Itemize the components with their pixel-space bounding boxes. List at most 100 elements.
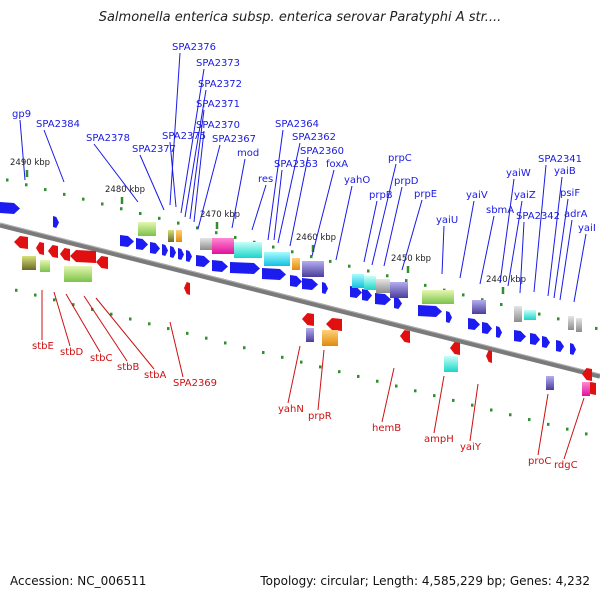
forward-label-leader [273,169,283,241]
tick-mark-bottom [338,370,341,374]
forward-label-leader [43,129,65,183]
forward-gene-label: prpC [388,153,412,164]
tick-mark-bottom [262,351,265,355]
tick-mark-top [120,207,123,211]
reverse-gene-label: ampH [424,434,454,445]
reverse-gene-arrow [14,236,28,249]
reverse-gene-label: stbE [32,341,54,352]
feature-box [212,238,234,254]
tick-mark-bottom [471,403,474,407]
forward-label-leader [19,119,26,181]
tick-mark-top [557,317,560,321]
forward-gene-arrow [53,216,59,228]
tick-mark-bottom [300,360,303,364]
forward-gene-arrow [350,286,362,298]
forward-gene-arrow [150,242,160,254]
tick-mark-bottom [357,374,360,378]
feature-box [582,382,590,396]
reverse-gene-label: yaiY [460,442,482,453]
position-marker-label: 2490 kbp [10,158,50,168]
reverse-gene-arrow [450,342,460,355]
forward-gene-label: prpD [394,176,419,187]
forward-label-leader [383,186,403,267]
tick-mark-top [538,312,541,316]
forward-label-leader [231,158,246,229]
forward-gene-arrow [362,289,372,301]
tick-mark-top [424,283,427,287]
tick-mark-bottom [585,432,588,436]
forward-label-leader [93,143,139,203]
forward-gene-label: SPA2342 [516,211,560,222]
tick-mark-bottom [148,322,151,326]
forward-label-leader [180,68,205,214]
forward-gene-label: yaiU [436,215,458,226]
forward-label-leader [401,199,423,271]
tick-mark-bottom [452,398,455,402]
forward-gene-label: SPA2364 [275,119,319,130]
tick-mark-bottom [414,389,417,393]
tick-mark-bottom [129,317,132,321]
forward-gene-arrow [162,244,168,256]
forward-gene-arrow [542,336,550,348]
feature-box [64,266,92,282]
reverse-gene-label: SPA2369 [173,378,217,389]
forward-gene-arrow [556,340,564,352]
reverse-label-leader [95,297,155,370]
forward-label-leader [139,154,165,211]
forward-gene-arrow [482,322,492,334]
tick-mark-bottom [72,303,75,307]
tick-mark-bottom [547,422,550,426]
reverse-label-leader [381,367,395,423]
reverse-gene-arrow [48,245,58,258]
feature-box [376,279,390,293]
tick-mark-bottom [566,427,569,431]
reverse-gene-arrow [96,256,108,269]
forward-gene-arrow [178,248,184,260]
reverse-gene-arrow [184,282,190,295]
forward-label-leader [289,156,309,247]
forward-label-leader [499,178,515,284]
forward-gene-label: SPA2363 [274,159,318,170]
forward-gene-label: SPA2371 [196,99,240,110]
tick-mark-bottom [110,312,113,316]
tick-mark-bottom [509,413,512,417]
forward-gene-arrow [230,262,260,274]
reverse-gene-arrow [486,350,492,363]
forward-gene-label: yaiB [554,166,576,177]
tick-mark-top [405,279,408,283]
reverse-label-leader [433,375,445,434]
position-marker-label: 2460 kbp [296,233,336,243]
forward-gene-label: SPA2370 [196,120,240,131]
tick-mark-top [462,293,465,297]
tick-mark-bottom [433,394,436,398]
reverse-gene-arrow [60,248,70,261]
forward-gene-arrow [212,260,228,272]
reverse-gene-label: stbC [90,353,112,364]
forward-gene-label: yahO [344,175,370,186]
feature-box [200,238,212,250]
forward-gene-label: yaiV [466,190,488,201]
forward-label-leader [553,198,569,299]
reverse-label-leader [537,393,549,456]
position-marker-label: 2440 kbp [486,275,526,285]
tick-mark-top [348,264,351,268]
feature-box [306,328,314,342]
forward-label-leader [533,164,547,293]
reverse-gene-label: proC [528,456,551,467]
forward-gene-arrow [468,318,480,330]
forward-gene-arrow [322,282,328,294]
feature-box [176,230,182,242]
tick-mark-bottom [376,379,379,383]
feature-box [40,260,50,272]
forward-label-leader [547,176,563,297]
feature-box [524,310,536,320]
tick-mark-top [139,212,142,216]
tick-mark-top [6,178,9,182]
tick-mark-bottom [167,327,170,331]
tick-mark-bottom [34,293,37,297]
reverse-label-leader [563,397,585,460]
tick-mark-bottom [490,408,493,412]
forward-label-leader [184,89,207,218]
forward-gene-arrow [446,311,452,323]
forward-gene-arrow [120,235,134,247]
